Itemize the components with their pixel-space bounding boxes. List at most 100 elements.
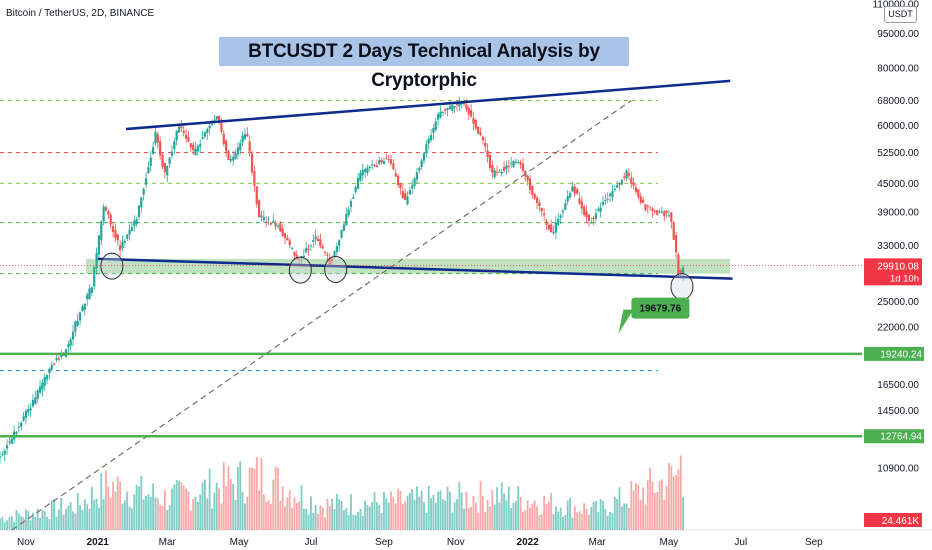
candle-body: [514, 161, 517, 163]
volume-bar: [206, 498, 209, 530]
candle-body: [484, 142, 487, 147]
volume-bar: [491, 490, 494, 530]
candle-body: [36, 390, 39, 399]
volume-bar: [53, 499, 56, 530]
volume-bar: [326, 498, 329, 530]
candle-body: [156, 134, 159, 143]
last-price-label: 29910.08: [877, 261, 919, 272]
volume-bar: [463, 508, 465, 530]
volume-bar: [258, 490, 261, 530]
volume-bar: [312, 513, 315, 530]
candle-body: [375, 165, 378, 168]
analysis-title: BTCUSDT 2 Days Technical Analysis by Cry…: [219, 37, 629, 91]
candle-body: [500, 172, 503, 174]
candle-body: [295, 254, 298, 260]
candle-body: [189, 143, 192, 148]
candle-body: [184, 134, 188, 139]
candle-body: [632, 182, 635, 186]
volume-bar: [314, 505, 317, 530]
volume-bar: [310, 496, 312, 530]
volume-bar: [293, 497, 296, 530]
volume-bar: [623, 503, 626, 530]
volume-bar: [262, 494, 265, 530]
volume-bar: [416, 486, 418, 530]
y-tick-label: 52500.00: [877, 148, 919, 159]
volume-bar: [128, 506, 131, 530]
volume-bar: [13, 521, 16, 530]
callout-box: [631, 297, 690, 319]
volume-bar: [145, 495, 147, 530]
candle-body: [3, 450, 6, 455]
volume-bar: [107, 486, 110, 530]
candle-body: [545, 220, 548, 225]
volume-bar: [3, 522, 6, 530]
volume-bar: [307, 514, 310, 530]
candle-body: [590, 222, 593, 224]
volume-bar: [451, 512, 454, 530]
candle-body: [140, 197, 143, 208]
x-tick-label: Sep: [805, 537, 823, 548]
volume-bar: [102, 499, 105, 530]
volume-bar: [154, 497, 157, 530]
candle-body: [135, 219, 138, 225]
candle-body: [387, 159, 390, 161]
candle-body: [144, 178, 148, 185]
volume-bar: [331, 498, 334, 530]
volume-bar: [43, 510, 46, 530]
volume-bar: [133, 494, 136, 530]
candle-body: [312, 240, 315, 242]
volume-bar: [248, 467, 251, 530]
volume-bar: [343, 510, 345, 530]
candle-body: [349, 201, 353, 207]
volume-bar: [427, 485, 430, 530]
candle-body: [338, 240, 341, 246]
volume-bar: [481, 495, 484, 530]
volume-bar: [8, 517, 11, 530]
volume-bar: [147, 494, 150, 530]
volume-bar: [531, 503, 534, 530]
currency-button[interactable]: USDT: [884, 6, 917, 23]
candle-body: [116, 234, 119, 241]
candle-body: [401, 190, 404, 199]
volume-bar: [277, 467, 279, 530]
candle-body: [187, 136, 190, 142]
candle-body: [239, 143, 242, 151]
candle-body: [130, 227, 134, 232]
candle-body: [672, 222, 675, 240]
x-tick-label: Jul: [734, 537, 747, 548]
candle-body: [634, 187, 638, 192]
candle-body: [658, 211, 661, 213]
candle-body: [180, 126, 183, 129]
candle-body: [404, 193, 407, 200]
volume-bar: [635, 483, 637, 530]
candle-body: [323, 251, 327, 253]
candle-body: [293, 252, 296, 256]
volume-bar: [399, 491, 402, 530]
volume-bar: [62, 514, 65, 530]
candle-body: [639, 196, 642, 203]
candle-body: [314, 236, 317, 240]
candle-body: [618, 183, 621, 185]
candle-body: [208, 125, 211, 129]
volume-bar: [677, 469, 680, 530]
candle-body: [234, 153, 237, 159]
volume-bar: [474, 502, 477, 530]
candle-body: [608, 193, 612, 196]
volume-bar: [114, 491, 117, 530]
volume-bar: [437, 491, 440, 530]
volume-bar: [298, 501, 301, 530]
volume-bar: [637, 484, 640, 530]
volume-bar: [90, 486, 93, 530]
volume-bar: [529, 507, 531, 530]
volume-bar: [22, 517, 25, 530]
volume-bar: [357, 511, 359, 530]
volume-bar: [267, 500, 270, 530]
candle-body: [20, 422, 23, 427]
y-tick-label: 95000.00: [877, 29, 919, 40]
symbol-title: Bitcoin / TetherUS, 2D, BINANCE: [6, 8, 155, 19]
volume-bar: [211, 508, 213, 530]
candle-body: [10, 438, 13, 444]
x-tick-label: Jul: [305, 537, 318, 548]
